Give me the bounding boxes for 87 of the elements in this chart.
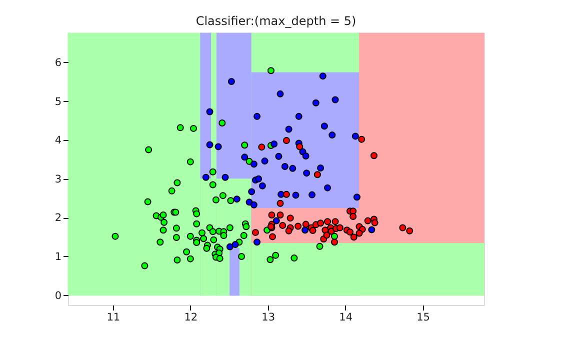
point [323,232,330,239]
point [241,154,248,161]
y-tick-label: 0 [54,290,62,302]
point [330,238,338,246]
point [324,184,332,192]
point [350,234,358,241]
point [312,99,320,106]
point [252,228,259,236]
point [282,136,290,144]
point [303,170,310,177]
x-tick-label: 15 [416,312,430,324]
x-tick-label: 12 [184,312,198,324]
point [232,240,239,248]
point [353,194,360,201]
point [226,243,234,250]
y-tick-label: 1 [54,251,62,263]
point [294,222,302,230]
point [268,211,276,218]
point [292,192,300,199]
y-tick-label: 2 [54,212,62,224]
point [324,218,332,226]
y-tick-label: 6 [54,56,62,69]
point [332,218,339,226]
point [250,160,258,168]
point [399,224,406,232]
point [228,78,235,85]
point [350,213,357,220]
point [356,230,363,237]
chart-title: Classifier:(max_depth = 5) [196,14,356,28]
point [214,143,222,150]
point [371,219,378,226]
point [248,188,256,196]
point [320,122,328,130]
x-tick-label: 13 [262,312,276,324]
point [328,132,336,139]
point [358,136,366,143]
point [206,141,214,148]
point [286,214,294,222]
point [282,190,290,198]
point [350,208,357,215]
point [289,164,296,172]
y-tick-label: 4 [54,134,62,147]
point [302,152,310,160]
point [276,211,284,218]
point [302,220,310,228]
x-tick-label: 14 [339,312,353,324]
point [332,96,339,104]
point [309,227,316,234]
point [302,226,309,234]
point [352,132,359,140]
point [364,217,372,224]
point [276,200,284,207]
point [295,112,302,120]
y-tick-label: 5 [54,96,62,108]
point [336,224,344,232]
point [261,158,268,165]
point [222,174,229,181]
point [308,191,316,198]
point [346,228,354,236]
point [254,112,261,120]
point [202,174,210,181]
point [276,90,284,98]
point [233,196,240,203]
point [250,201,258,208]
point [319,72,326,80]
point [406,227,414,234]
point [370,152,378,160]
point [270,140,278,148]
point [269,233,276,240]
point [368,226,376,234]
point [258,144,266,151]
y-tick-label: 3 [54,173,62,186]
point [314,171,321,178]
point [275,152,282,160]
point [254,238,261,246]
point [317,220,324,227]
point [296,143,304,150]
point [285,126,292,133]
point [206,108,214,116]
point [272,217,280,224]
point [285,227,292,234]
point [317,164,324,172]
point [255,175,262,182]
point [281,162,288,170]
point [258,182,266,190]
point [279,222,286,229]
x-tick-label: 11 [106,312,120,324]
